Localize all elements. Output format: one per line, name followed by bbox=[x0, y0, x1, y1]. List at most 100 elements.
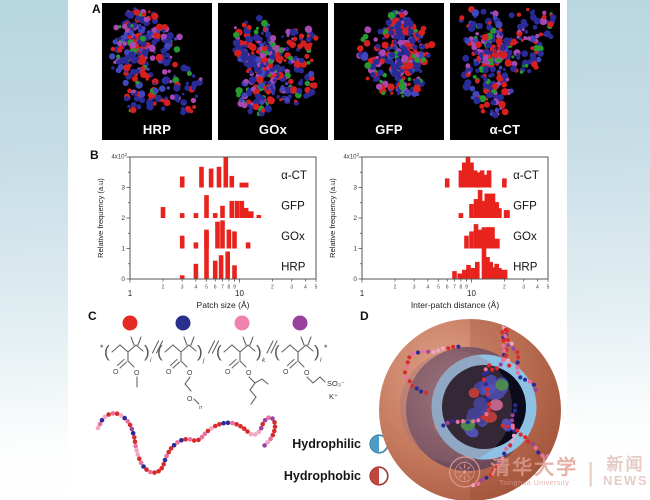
svg-text:1: 1 bbox=[128, 289, 133, 298]
svg-text:9: 9 bbox=[233, 285, 236, 291]
svg-text:GFP: GFP bbox=[281, 201, 305, 213]
svg-text:5: 5 bbox=[437, 285, 440, 291]
legend-row-hydrophilic: Hydrophilic bbox=[278, 432, 390, 456]
svg-text:3: 3 bbox=[290, 285, 293, 291]
svg-text:3: 3 bbox=[353, 185, 357, 192]
svg-text:2: 2 bbox=[162, 285, 165, 291]
svg-text:GOx: GOx bbox=[281, 231, 305, 243]
svg-text:l: l bbox=[320, 357, 322, 364]
figure-card: A HRP GOx GFP α-CT B HRP GOx GFP α-CT 0 1 2 3 4x… bbox=[68, 0, 567, 500]
protein-surface-render-hrp bbox=[109, 7, 203, 116]
svg-text:Patch size (Å): Patch size (Å) bbox=[197, 300, 250, 310]
protein-panel-gfp: GFP bbox=[334, 3, 444, 140]
svg-text:O: O bbox=[304, 370, 310, 377]
svg-text:8: 8 bbox=[460, 285, 463, 291]
svg-text:1: 1 bbox=[360, 289, 365, 298]
svg-text:7: 7 bbox=[453, 285, 456, 291]
svg-text:O: O bbox=[134, 370, 140, 377]
protein-label: HRP bbox=[142, 122, 172, 137]
svg-text:5: 5 bbox=[315, 285, 318, 291]
watermark-news-block: 新闻 NEWS bbox=[603, 456, 648, 487]
nanocapsule-cutaway-illustration bbox=[379, 319, 561, 500]
svg-text:3: 3 bbox=[413, 285, 416, 291]
svg-text:6: 6 bbox=[446, 285, 449, 291]
panel-d-label: D bbox=[360, 309, 369, 323]
svg-text:2: 2 bbox=[271, 285, 274, 291]
svg-text:4x102: 4x102 bbox=[111, 152, 127, 161]
svg-text:): ) bbox=[314, 342, 320, 361]
protein-label: GOx bbox=[258, 122, 288, 137]
svg-text:k: k bbox=[262, 357, 266, 364]
svg-text:1: 1 bbox=[121, 246, 125, 253]
panel-a-protein-row: HRP GOx GFP α-CT bbox=[102, 3, 560, 140]
svg-text:*: * bbox=[100, 343, 104, 353]
svg-text:(: ( bbox=[104, 342, 110, 361]
svg-text:(: ( bbox=[274, 342, 280, 361]
protein-surface-render-gox bbox=[232, 14, 319, 117]
svg-text:4: 4 bbox=[195, 285, 198, 291]
svg-text:O: O bbox=[166, 369, 172, 376]
svg-text:n: n bbox=[199, 405, 202, 411]
svg-text:Relative frequency (a.u): Relative frequency (a.u) bbox=[328, 178, 337, 258]
svg-text:3: 3 bbox=[121, 185, 125, 192]
hydrophobic-label: Hydrophobic bbox=[283, 469, 361, 483]
svg-text:10: 10 bbox=[235, 289, 244, 298]
svg-text:2: 2 bbox=[394, 285, 397, 291]
svg-text:6: 6 bbox=[214, 285, 217, 291]
svg-text:1: 1 bbox=[353, 246, 357, 253]
protein-label: GFP bbox=[375, 122, 403, 137]
svg-text:7: 7 bbox=[221, 285, 224, 291]
svg-text:): ) bbox=[197, 342, 203, 361]
svg-text:O: O bbox=[113, 369, 119, 376]
watermark-divider: | bbox=[587, 457, 594, 487]
svg-text:(: ( bbox=[216, 342, 222, 361]
svg-text:): ) bbox=[144, 342, 150, 361]
svg-text:2: 2 bbox=[503, 285, 506, 291]
hydrophilicity-legend: Hydrophilic Hydrophobic bbox=[278, 432, 390, 496]
svg-text:): ) bbox=[256, 342, 262, 361]
protein-panel-hrp: HRP bbox=[102, 3, 212, 140]
svg-text:O: O bbox=[225, 369, 231, 376]
svg-text:i: i bbox=[150, 357, 152, 364]
panel-c-label: C bbox=[88, 309, 97, 323]
hydrophobic-sphere-icon bbox=[369, 466, 389, 486]
svg-text:K⁺: K⁺ bbox=[329, 392, 338, 401]
svg-text:Inter-patch distance (Å): Inter-patch distance (Å) bbox=[411, 300, 500, 310]
svg-text:O: O bbox=[283, 369, 289, 376]
svg-text:2: 2 bbox=[353, 215, 357, 222]
svg-text:SO₃⁻: SO₃⁻ bbox=[327, 379, 345, 388]
svg-text:4: 4 bbox=[536, 285, 539, 291]
svg-text:8: 8 bbox=[228, 285, 231, 291]
svg-text:α-CT: α-CT bbox=[513, 170, 539, 182]
protein-surface-render-act bbox=[458, 6, 557, 119]
protein-surface-render-gfp bbox=[356, 8, 436, 98]
svg-text:j: j bbox=[202, 357, 205, 364]
svg-text:3: 3 bbox=[522, 285, 525, 291]
polymer-bead-chain bbox=[95, 411, 278, 475]
svg-text:O: O bbox=[246, 370, 252, 377]
svg-text:3: 3 bbox=[181, 285, 184, 291]
svg-text:10: 10 bbox=[467, 289, 476, 298]
svg-text:HRP: HRP bbox=[513, 262, 538, 274]
panel-b-label: B bbox=[90, 148, 99, 162]
legend-row-hydrophobic: Hydrophobic bbox=[278, 464, 390, 488]
svg-text:GFP: GFP bbox=[513, 201, 537, 213]
svg-text:5: 5 bbox=[547, 285, 550, 291]
svg-text:GOx: GOx bbox=[513, 231, 537, 243]
protein-panel-act: α-CT bbox=[450, 3, 560, 140]
svg-text:4x102: 4x102 bbox=[343, 152, 359, 161]
svg-text:α-CT: α-CT bbox=[281, 170, 307, 182]
svg-text:0: 0 bbox=[121, 276, 125, 283]
svg-text:0: 0 bbox=[353, 276, 357, 283]
svg-text:9: 9 bbox=[465, 285, 468, 291]
protein-label: α-CT bbox=[489, 122, 521, 137]
svg-text:Relative frequency (a.u): Relative frequency (a.u) bbox=[96, 178, 105, 258]
svg-text:HRP: HRP bbox=[281, 262, 306, 274]
svg-text:*: * bbox=[324, 343, 328, 353]
watermark-news-cn: 新闻 bbox=[606, 455, 645, 475]
hydrophilic-label: Hydrophilic bbox=[292, 437, 361, 451]
svg-text:2: 2 bbox=[121, 215, 125, 222]
